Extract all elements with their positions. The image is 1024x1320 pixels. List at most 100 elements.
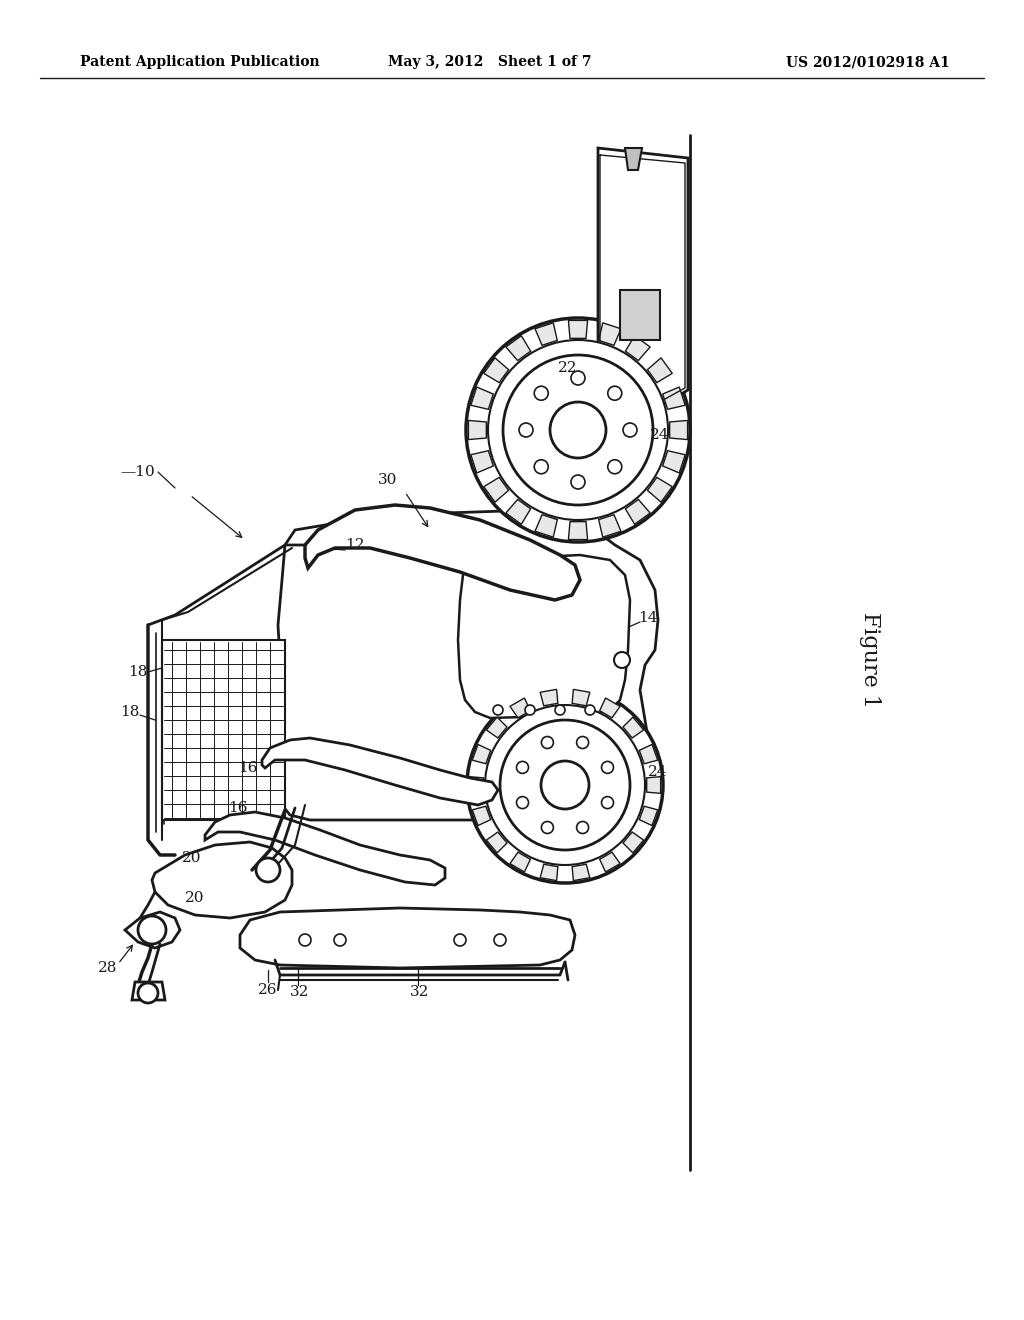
- Circle shape: [571, 475, 585, 488]
- Text: 16: 16: [239, 762, 258, 775]
- Polygon shape: [125, 912, 180, 948]
- Polygon shape: [468, 420, 486, 440]
- Circle shape: [488, 341, 668, 520]
- Polygon shape: [626, 335, 650, 360]
- Circle shape: [454, 935, 466, 946]
- Polygon shape: [625, 148, 642, 170]
- Polygon shape: [647, 478, 673, 502]
- Polygon shape: [599, 323, 621, 346]
- Circle shape: [585, 705, 595, 715]
- Polygon shape: [600, 853, 621, 873]
- Polygon shape: [162, 640, 285, 820]
- Polygon shape: [472, 807, 490, 825]
- Circle shape: [516, 762, 528, 774]
- Text: 16: 16: [228, 801, 248, 814]
- Text: US 2012/0102918 A1: US 2012/0102918 A1: [786, 55, 950, 69]
- Circle shape: [542, 821, 553, 833]
- Polygon shape: [535, 515, 557, 537]
- Text: 18: 18: [128, 665, 147, 678]
- Circle shape: [503, 355, 653, 506]
- Polygon shape: [600, 698, 621, 718]
- Circle shape: [535, 387, 548, 400]
- Circle shape: [299, 935, 311, 946]
- Text: 20: 20: [182, 851, 202, 865]
- Polygon shape: [540, 689, 558, 706]
- Polygon shape: [240, 908, 575, 968]
- Circle shape: [516, 796, 528, 809]
- Polygon shape: [483, 478, 509, 502]
- Text: 18: 18: [120, 705, 139, 719]
- Polygon shape: [598, 148, 688, 414]
- Circle shape: [494, 935, 506, 946]
- Text: Figure 1: Figure 1: [859, 612, 881, 708]
- Polygon shape: [620, 290, 660, 341]
- Polygon shape: [486, 832, 507, 853]
- Text: 28: 28: [98, 961, 118, 975]
- Circle shape: [500, 719, 630, 850]
- Polygon shape: [626, 499, 650, 524]
- Polygon shape: [483, 358, 509, 383]
- Polygon shape: [670, 420, 687, 440]
- Polygon shape: [639, 744, 657, 764]
- Polygon shape: [205, 812, 445, 884]
- Polygon shape: [510, 698, 530, 718]
- Circle shape: [138, 983, 158, 1003]
- Polygon shape: [152, 842, 292, 917]
- Polygon shape: [663, 450, 685, 473]
- Polygon shape: [568, 521, 588, 540]
- Polygon shape: [469, 776, 483, 793]
- Circle shape: [608, 387, 622, 400]
- Circle shape: [466, 318, 690, 543]
- Circle shape: [601, 762, 613, 774]
- Polygon shape: [647, 776, 660, 793]
- Text: May 3, 2012   Sheet 1 of 7: May 3, 2012 Sheet 1 of 7: [388, 55, 592, 69]
- Polygon shape: [568, 321, 588, 338]
- Polygon shape: [572, 689, 590, 706]
- Circle shape: [555, 705, 565, 715]
- Text: 14: 14: [638, 611, 657, 624]
- Polygon shape: [458, 554, 630, 718]
- Circle shape: [571, 371, 585, 385]
- Polygon shape: [572, 865, 590, 880]
- Text: 22: 22: [558, 360, 578, 375]
- Polygon shape: [663, 387, 685, 409]
- Circle shape: [608, 459, 622, 474]
- Circle shape: [467, 686, 663, 883]
- Circle shape: [138, 916, 166, 944]
- Text: Patent Application Publication: Patent Application Publication: [80, 55, 319, 69]
- Circle shape: [577, 821, 589, 833]
- Polygon shape: [262, 738, 498, 805]
- Text: 12: 12: [345, 539, 365, 552]
- Circle shape: [519, 422, 534, 437]
- Text: 24: 24: [648, 766, 668, 779]
- Polygon shape: [486, 717, 507, 738]
- Circle shape: [550, 403, 606, 458]
- Text: 24: 24: [650, 428, 670, 442]
- Polygon shape: [510, 853, 530, 873]
- Polygon shape: [471, 450, 494, 473]
- Polygon shape: [623, 832, 644, 853]
- Circle shape: [623, 422, 637, 437]
- Text: 26: 26: [258, 983, 278, 997]
- Text: 30: 30: [378, 473, 397, 487]
- Polygon shape: [305, 506, 580, 601]
- Circle shape: [614, 652, 630, 668]
- Polygon shape: [506, 335, 530, 360]
- Circle shape: [256, 858, 280, 882]
- Polygon shape: [472, 744, 490, 764]
- Circle shape: [485, 705, 645, 865]
- Circle shape: [541, 762, 589, 809]
- Polygon shape: [647, 358, 673, 383]
- Polygon shape: [506, 499, 530, 524]
- Polygon shape: [599, 515, 621, 537]
- Circle shape: [535, 459, 548, 474]
- Text: 20: 20: [185, 891, 205, 906]
- Polygon shape: [535, 323, 557, 346]
- Text: 32: 32: [291, 985, 309, 999]
- Polygon shape: [132, 982, 165, 1001]
- Circle shape: [334, 935, 346, 946]
- Polygon shape: [639, 807, 657, 825]
- Circle shape: [601, 796, 613, 809]
- Polygon shape: [540, 865, 558, 880]
- Polygon shape: [272, 510, 658, 820]
